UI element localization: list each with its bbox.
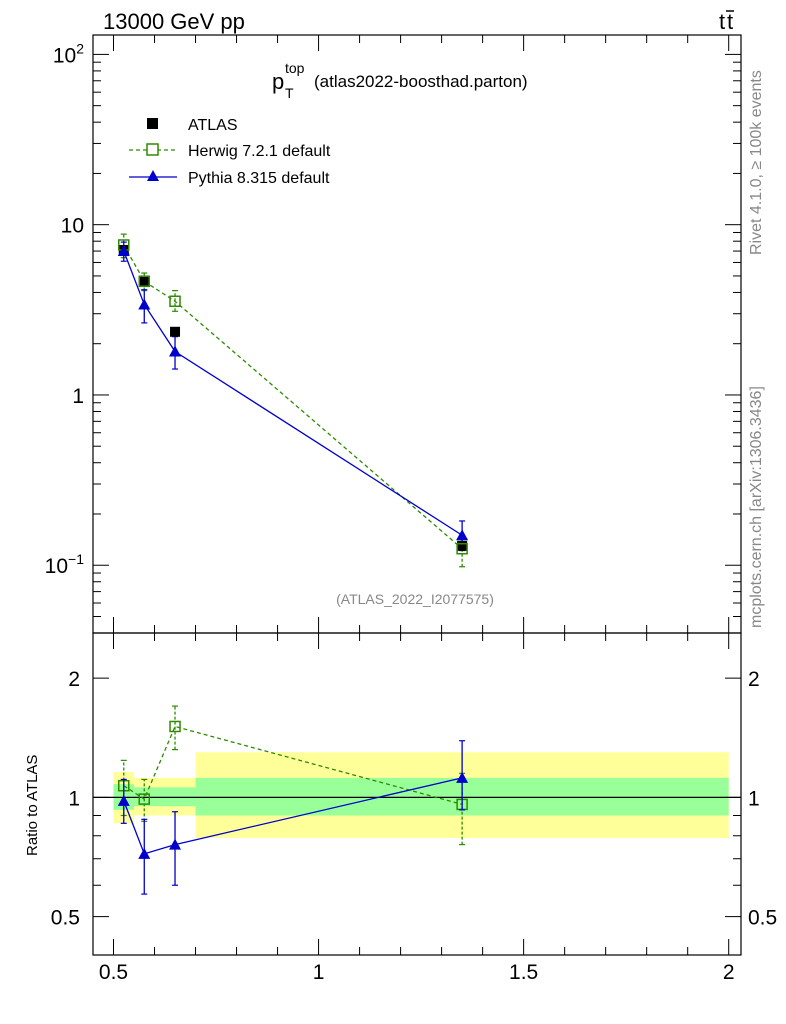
ratio-y-tick-label-right: 2 bbox=[748, 668, 760, 691]
ratio-x-tick-label: 1 bbox=[313, 961, 325, 984]
plot-title-sup: top bbox=[285, 60, 305, 76]
pythia-data-point bbox=[169, 345, 182, 357]
side-mcplots-label: mcplots.cern.ch [arXiv:1306.3436] bbox=[748, 386, 765, 628]
herwig-data-point bbox=[169, 295, 181, 308]
legend-herwig-label: Herwig 7.2.1 default bbox=[188, 143, 331, 160]
legend-herwig-marker bbox=[146, 143, 159, 156]
ratio-plot-frame bbox=[92, 632, 742, 956]
herwig-data-point bbox=[138, 275, 151, 288]
herwig-ratio-line bbox=[123, 725, 463, 806]
ratio-plot-layer: 2 2 1 1 0.5 0.5 0.5 1 1.5 2 bbox=[51, 633, 777, 984]
herwig-series-line bbox=[123, 244, 463, 550]
legend-pythia-label: Pythia 8.315 default bbox=[188, 170, 330, 187]
main-y-tick-label: 102 bbox=[53, 40, 84, 67]
ratio-x-tick-label: 0.5 bbox=[99, 961, 128, 984]
ratio-y-tick-label-left: 1 bbox=[68, 787, 80, 810]
main-plot-layer: 102 10 1 10−1 bbox=[45, 35, 741, 634]
pythia-data-point bbox=[138, 298, 151, 310]
legend-atlas-label: ATLAS bbox=[188, 117, 238, 134]
herwig-ratio-point bbox=[138, 793, 151, 805]
side-rivet-label: Rivet 4.1.0, ≥ 100k events bbox=[748, 70, 765, 255]
plot-title: p top T (atlas2022-boosthad.parton) bbox=[272, 60, 528, 101]
pythia-data-point bbox=[456, 529, 469, 541]
main-y-tick-label: 1 bbox=[72, 385, 84, 408]
legend-pythia-marker bbox=[147, 170, 159, 181]
ratio-ylabel: Ratio to ATLAS bbox=[24, 755, 41, 856]
header-process-label: t t bbox=[719, 9, 734, 34]
ratio-y-tick-label-left: 2 bbox=[68, 668, 80, 691]
plot-title-sub: T bbox=[285, 85, 294, 101]
plot-title-main: p bbox=[272, 69, 284, 94]
ratio-y-tick-label-right: 1 bbox=[748, 787, 760, 810]
analysis-watermark: (ATLAS_2022_I2077575) bbox=[336, 591, 494, 607]
pythia-ratio-point bbox=[138, 847, 151, 859]
main-y-tick-label: 10 bbox=[61, 215, 84, 238]
header-process-t: t bbox=[719, 9, 725, 34]
plot-title-rest: (atlas2022-boosthad.parton) bbox=[314, 72, 528, 91]
ratio-y-tick-label-left: 0.5 bbox=[51, 907, 80, 930]
atlas-data-point bbox=[170, 326, 181, 337]
ratio-x-tick-label: 1.5 bbox=[509, 961, 538, 984]
ratio-x-tick-label: 2 bbox=[723, 961, 735, 984]
legend-atlas-marker bbox=[147, 118, 158, 129]
ratio-y-tick-label-right: 0.5 bbox=[748, 907, 777, 930]
header-collision-label: 13000 GeV pp bbox=[103, 9, 245, 34]
herwig-data-point bbox=[456, 542, 468, 555]
pythia-ratio-point bbox=[169, 838, 182, 850]
main-y-tick-label: 10−1 bbox=[45, 551, 85, 578]
pythia-ratio-point bbox=[456, 771, 469, 783]
pythia-series-line bbox=[123, 250, 463, 536]
herwig-ratio-point bbox=[169, 720, 181, 733]
pythia-ratio-point bbox=[117, 794, 130, 806]
pythia-ratio-line bbox=[123, 777, 463, 855]
pythia-data-point bbox=[117, 245, 130, 257]
atlas-data-point bbox=[139, 275, 150, 286]
ratio-band-inner bbox=[154, 787, 196, 807]
legend: ATLAS Herwig 7.2.1 default Pythia 8.315 … bbox=[129, 117, 331, 187]
atlas-data-point bbox=[457, 540, 468, 551]
header-process-tbar: t bbox=[727, 9, 733, 34]
